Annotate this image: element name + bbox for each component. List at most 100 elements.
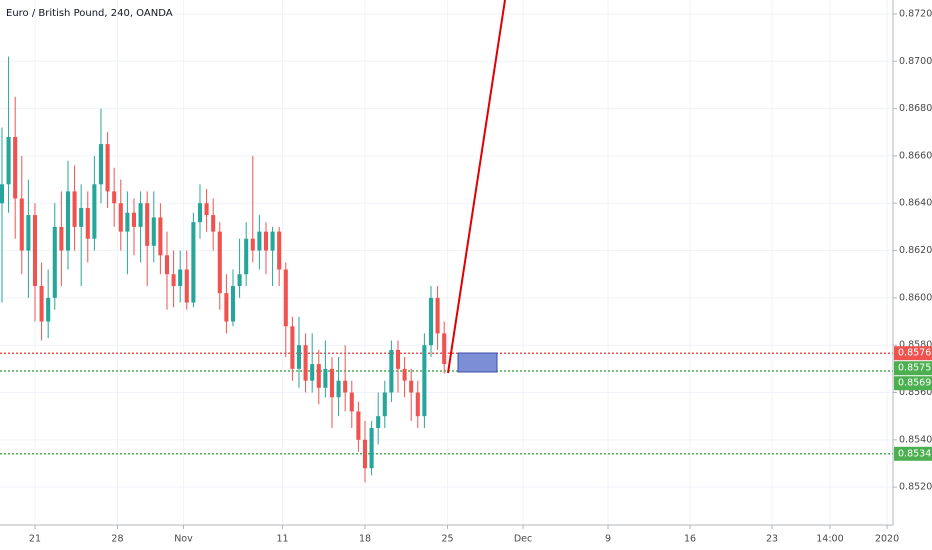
x-tick-label: Nov bbox=[174, 534, 193, 545]
candle-body bbox=[85, 207, 90, 239]
x-tick-label: 23 bbox=[766, 534, 778, 545]
price-label: 0.85691 bbox=[898, 378, 932, 389]
candle-body bbox=[329, 368, 335, 398]
price-label: 0.85341 bbox=[898, 448, 932, 459]
candle-body bbox=[343, 380, 348, 393]
candle-body bbox=[131, 212, 137, 227]
candle-body bbox=[112, 191, 117, 204]
price-label-box bbox=[894, 446, 932, 461]
candle-body bbox=[13, 136, 18, 199]
candle-body bbox=[184, 269, 189, 303]
candle-body bbox=[92, 184, 97, 239]
candle-body bbox=[389, 349, 394, 393]
candle-body bbox=[79, 207, 84, 227]
drawn-rectangle bbox=[457, 352, 498, 373]
candle-body bbox=[435, 297, 440, 334]
candle-body bbox=[52, 226, 57, 298]
candle-body bbox=[369, 427, 374, 469]
x-tick-label: 25 bbox=[441, 534, 453, 545]
candle-body bbox=[197, 203, 203, 223]
candle-body bbox=[217, 231, 222, 294]
candle-body bbox=[244, 238, 249, 275]
candle-body bbox=[250, 238, 255, 251]
candle-body bbox=[323, 368, 328, 388]
candle-body bbox=[362, 439, 368, 469]
drawn-trend-line bbox=[447, 0, 506, 374]
x-tick-label: 2020 bbox=[875, 534, 899, 545]
candle-body bbox=[382, 392, 387, 417]
grid bbox=[0, 0, 893, 525]
chart-title: Euro / British Pound, 240, OANDA bbox=[6, 8, 173, 19]
candle-body bbox=[105, 144, 110, 192]
x-tick-label: Dec bbox=[514, 534, 532, 545]
x-tick-label: 9 bbox=[605, 534, 611, 545]
candle-body bbox=[26, 215, 31, 251]
candle-body bbox=[32, 215, 38, 287]
candle-body bbox=[356, 411, 361, 440]
candle-body bbox=[178, 269, 183, 287]
candle-body bbox=[310, 364, 315, 381]
candle-body bbox=[19, 198, 24, 251]
candle-body bbox=[442, 333, 447, 365]
x-tick-label: 28 bbox=[111, 534, 123, 545]
candle-body bbox=[158, 217, 163, 256]
price-label-box bbox=[894, 376, 932, 391]
price-label: 0.85759 bbox=[898, 363, 932, 374]
candle-body bbox=[336, 380, 341, 398]
price-label: 0.85766 bbox=[898, 348, 932, 359]
price-lines bbox=[0, 352, 893, 455]
candle-body bbox=[257, 231, 262, 251]
candles bbox=[0, 56, 447, 483]
candle-body bbox=[151, 217, 156, 246]
candle-body bbox=[164, 255, 170, 275]
candle-body bbox=[72, 191, 77, 227]
price-label-box bbox=[894, 361, 932, 376]
candle-body bbox=[376, 416, 381, 428]
candle-body bbox=[59, 226, 64, 251]
candle-body bbox=[277, 231, 282, 270]
price-label-box bbox=[894, 346, 932, 361]
candle-body bbox=[118, 203, 123, 232]
candle-body bbox=[6, 136, 11, 185]
candle-body bbox=[415, 392, 420, 417]
candle-body bbox=[171, 274, 176, 287]
candle-body bbox=[138, 203, 143, 227]
x-tick-label: 16 bbox=[684, 534, 696, 545]
candle-body bbox=[230, 286, 236, 322]
candle-body bbox=[402, 368, 407, 381]
candle-body bbox=[39, 286, 44, 322]
x-tick-label: 21 bbox=[29, 534, 41, 545]
candle-body bbox=[290, 326, 295, 369]
candle-body bbox=[125, 212, 130, 232]
candle-body bbox=[270, 231, 275, 251]
candle-body bbox=[303, 345, 308, 381]
candle-body bbox=[204, 203, 209, 216]
candle-body bbox=[422, 345, 427, 417]
candle-body bbox=[395, 349, 401, 369]
candle-body bbox=[191, 222, 196, 303]
candle-body bbox=[98, 144, 104, 185]
candle-body bbox=[296, 345, 302, 369]
candle-body bbox=[428, 297, 434, 346]
x-tick-label: 11 bbox=[276, 534, 288, 545]
candle-body bbox=[283, 269, 288, 327]
candle-body bbox=[237, 274, 242, 287]
y-tick-label: 0.85200 bbox=[899, 482, 932, 493]
candle-body bbox=[409, 380, 414, 393]
x-tick-label: 18 bbox=[359, 534, 371, 545]
candle-body bbox=[349, 392, 354, 412]
candle-body bbox=[145, 203, 150, 246]
